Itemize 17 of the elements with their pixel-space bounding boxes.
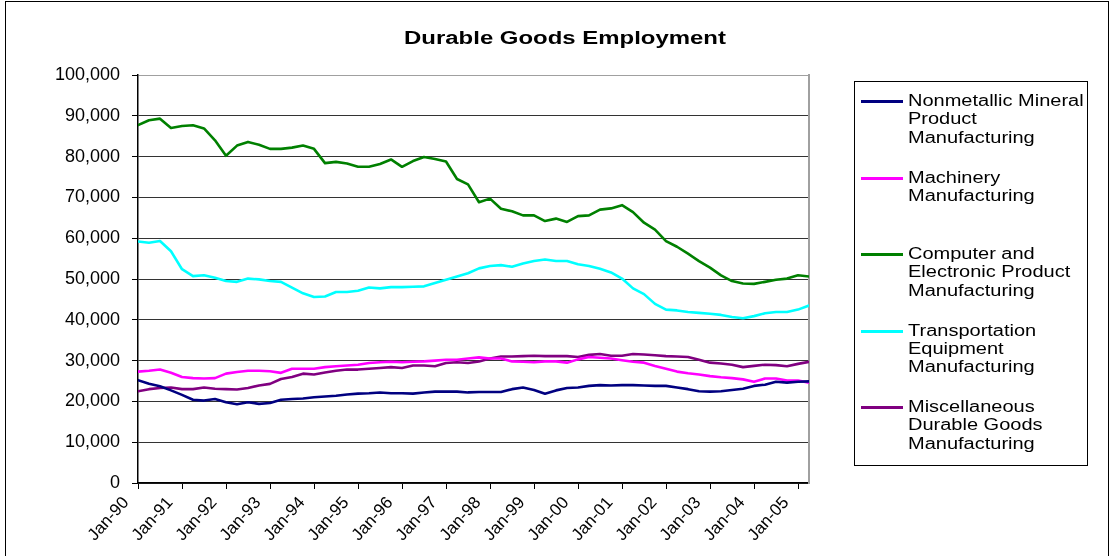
y-tick-label: 30,000 — [64, 349, 120, 370]
chart-title: Durable Goods Employment — [404, 27, 726, 49]
y-tick-label: 80,000 — [64, 145, 120, 166]
y-tick-label: 70,000 — [64, 186, 120, 207]
legend-label: Computer and Electronic Product Manufacturing — [908, 245, 1072, 300]
y-tick-label: 10,000 — [64, 431, 120, 452]
y-tick-label: 60,000 — [64, 227, 120, 248]
legend-label: Miscellaneous Durable Goods Manufacturing — [908, 398, 1044, 453]
y-tick-label: 20,000 — [64, 390, 120, 411]
y-tick-label: 90,000 — [64, 104, 120, 125]
legend-label: Machinery Manufacturing — [908, 168, 1036, 206]
legend-label: Nonmetallic Mineral Product Manufacturing — [908, 92, 1085, 147]
y-tick-label: 100,000 — [54, 63, 120, 84]
y-tick-label: 40,000 — [64, 308, 120, 329]
y-tick-label: 0 — [109, 471, 120, 492]
y-tick-label: 50,000 — [64, 267, 120, 288]
legend-label: Transportation Equipment Manufacturing — [908, 321, 1038, 377]
